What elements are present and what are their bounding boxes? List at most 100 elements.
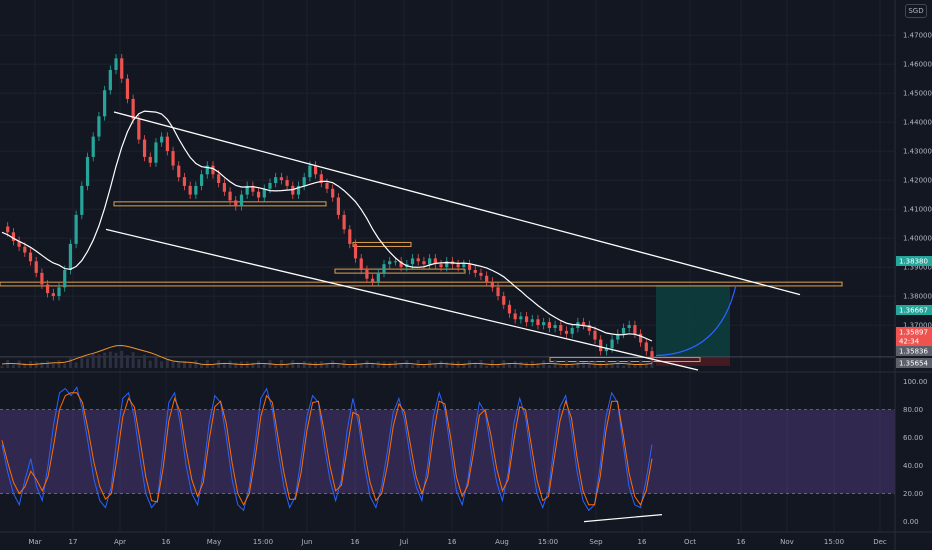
candle-body (599, 339, 603, 352)
candle-body (467, 264, 472, 270)
candle-body (46, 284, 50, 294)
volume-bar (513, 361, 517, 368)
volume-bar (200, 364, 204, 368)
candle-body (125, 78, 130, 99)
volume-bar (177, 362, 181, 368)
oscillator-tick-label: 0.00 (903, 518, 919, 526)
candle-body (638, 333, 643, 343)
candle-body (376, 272, 380, 282)
y-tick-label: 1.41000 (903, 206, 932, 214)
candle-body (188, 185, 192, 195)
candle-body (199, 174, 204, 186)
y-tick-label: 1.43000 (903, 148, 932, 156)
volume-bar (11, 364, 15, 368)
volume-bar (405, 360, 409, 368)
candle-body (91, 136, 95, 157)
candle-body (279, 177, 283, 181)
x-tick-label: Apr (114, 538, 126, 546)
volume-bar (433, 363, 437, 368)
volume-bar (165, 359, 169, 368)
volume-bar (131, 352, 135, 368)
candle-body (359, 258, 363, 270)
candle-body (142, 139, 147, 157)
volume-bar (0, 366, 4, 368)
candle-body (165, 136, 169, 152)
price-label-text: 1.35654 (899, 360, 928, 368)
volume-bar (251, 362, 255, 368)
candle-body (251, 185, 255, 192)
candle-body (40, 272, 44, 285)
price-label-text: 1.35897 (899, 329, 928, 337)
candle-body (268, 183, 272, 189)
candle-body (108, 69, 112, 91)
volume-bar (74, 362, 78, 368)
candle-body (365, 269, 369, 279)
volume-bar (621, 365, 625, 368)
oscillator-line-k (1, 386, 653, 512)
volume-bar (650, 361, 654, 368)
candle-body (610, 339, 614, 349)
candle-body (536, 319, 540, 326)
zones (0, 201, 895, 366)
price-label-text: 1.36667 (899, 307, 928, 315)
volume-bar (331, 360, 335, 368)
oscillator-tick-label: 100.00 (903, 378, 928, 386)
volume-bar (536, 363, 540, 368)
candle-body (393, 261, 398, 263)
volume-bar (633, 364, 637, 368)
candle-body (80, 185, 84, 215)
candle-body (85, 156, 90, 186)
x-tick-label: 16 (737, 538, 746, 546)
volume-bar (97, 354, 101, 368)
volume-bar (211, 365, 215, 368)
candle-body (331, 188, 335, 198)
candle-body (542, 322, 546, 326)
volume-bar (291, 360, 295, 368)
x-tick-label: Nov (780, 538, 794, 546)
currency-label[interactable]: SGD (905, 4, 927, 18)
candle-body (496, 287, 500, 297)
candle-body (274, 177, 278, 184)
grid (0, 0, 895, 532)
volume-bar (103, 352, 107, 368)
volume-bar (257, 360, 261, 368)
moving-average-line (1, 110, 653, 342)
volume-bar (222, 364, 226, 368)
volume-bar (376, 361, 380, 368)
candle-body (547, 322, 551, 328)
candle-body (530, 319, 534, 323)
volume-bar (154, 357, 158, 368)
volume-bar (422, 365, 426, 368)
upper-trendline (113, 111, 801, 296)
volume-bar (194, 360, 198, 368)
y-tick-label: 1.38000 (903, 293, 932, 301)
y-tick-label: 1.45000 (903, 90, 932, 98)
x-tick-label: May (207, 538, 221, 546)
trendlines[interactable] (105, 111, 801, 371)
volume-bar (371, 362, 375, 368)
candle-body (382, 264, 386, 273)
candle-body (507, 304, 512, 314)
candle-body (559, 325, 563, 331)
x-tick-label: 17 (69, 538, 78, 546)
candle-body (234, 200, 238, 207)
candle-body (371, 278, 375, 282)
volume-bar (519, 361, 523, 368)
candle-body (342, 214, 346, 230)
price-label-badge (896, 305, 932, 315)
candle-body (570, 327, 574, 334)
candle-body (217, 174, 221, 184)
candle-body (228, 191, 232, 201)
volume-bar (125, 355, 129, 368)
candle-body (616, 333, 620, 340)
volume-bar (34, 361, 38, 368)
price-label-badge (896, 358, 932, 368)
volume-bar (86, 358, 90, 368)
candle-body (581, 322, 586, 326)
volume-bar (228, 360, 232, 368)
candle-body (302, 177, 306, 186)
candle-body (285, 180, 289, 186)
x-tick-label: Jul (399, 538, 409, 546)
candle-body (399, 261, 403, 268)
